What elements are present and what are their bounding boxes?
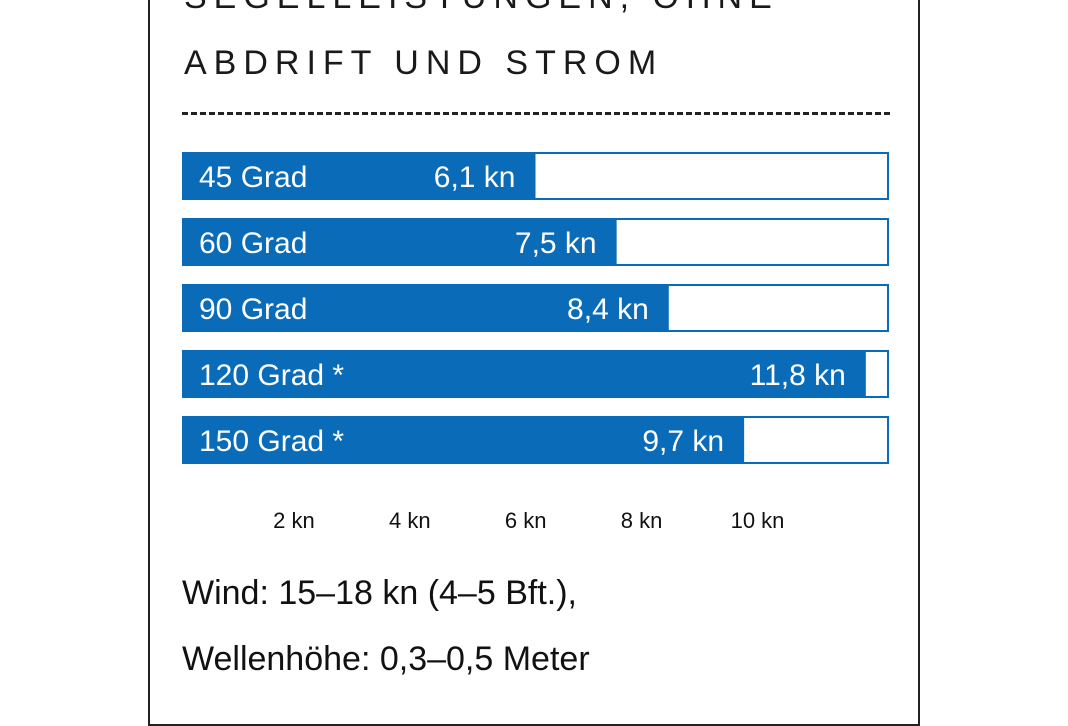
dashed-divider <box>182 112 890 115</box>
x-tick-label: 8 kn <box>621 508 663 533</box>
chart-title-line-2: ABDRIFT UND STROM <box>184 44 664 82</box>
bar <box>182 218 617 266</box>
chart-title-line-1: SEGELLEISTUNGEN, OHNE <box>184 0 779 17</box>
bar-category-label: 90 Grad <box>199 293 307 326</box>
x-tick-label: 10 kn <box>731 508 785 533</box>
wind-note: Wind: 15–18 kn (4–5 Bft.), <box>182 574 577 612</box>
x-tick-label: 2 kn <box>273 508 315 533</box>
bar <box>182 284 669 332</box>
bar-category-label: 60 Grad <box>199 227 307 260</box>
wave-height-note: Wellenhöhe: 0,3–0,5 Meter <box>182 640 590 678</box>
bar <box>182 350 866 398</box>
bar <box>182 416 745 464</box>
x-tick-label: 4 kn <box>389 508 431 533</box>
bar-value-label: 11,8 kn <box>750 359 846 392</box>
bar <box>182 152 536 200</box>
bar-category-label: 150 Grad * <box>199 425 344 458</box>
bar-value-label: 9,7 kn <box>642 425 724 458</box>
bar-value-label: 6,1 kn <box>434 161 516 194</box>
bar-category-label: 45 Grad <box>199 161 307 194</box>
bar-value-label: 7,5 kn <box>515 227 597 260</box>
bar-category-label: 120 Grad * <box>199 359 344 392</box>
x-tick-label: 6 kn <box>505 508 547 533</box>
bar-value-label: 8,4 kn <box>567 293 649 326</box>
